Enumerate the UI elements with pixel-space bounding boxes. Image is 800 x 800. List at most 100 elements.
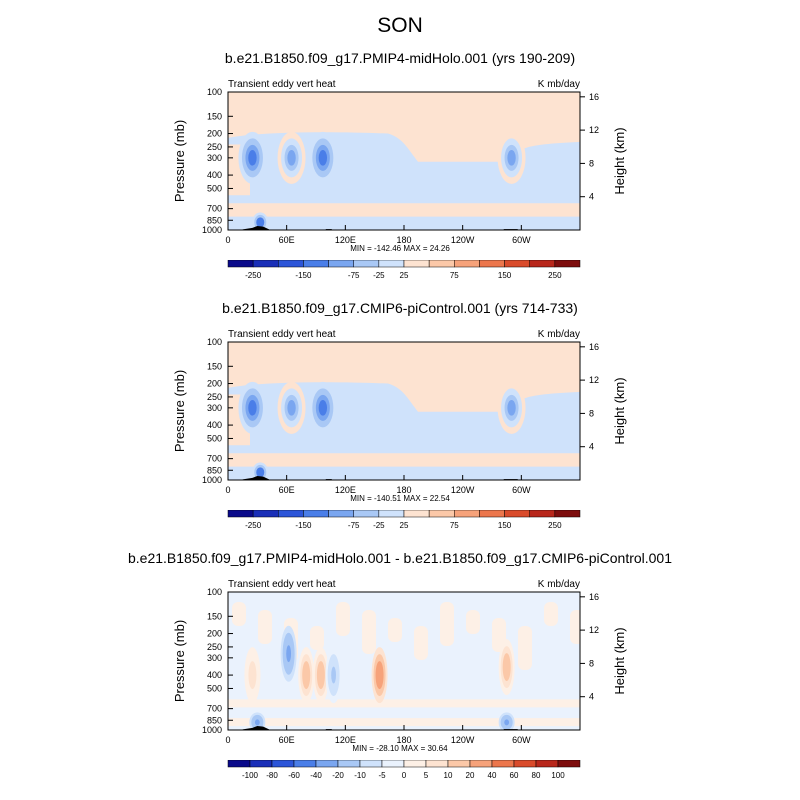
pressure-tick-label: 150 [207, 361, 222, 371]
pressure-tick-label: 700 [207, 704, 222, 714]
colorbar-swatch [403, 510, 430, 518]
colorbar-swatch [293, 760, 317, 768]
colorbar: -250 -150 -75 -25 25 75 150 250 [227, 260, 581, 280]
colorbar-swatch [378, 260, 405, 268]
lon-tick-label: 120E [335, 735, 356, 745]
pressure-tick-label: 700 [207, 454, 222, 464]
region-weak-pos [570, 610, 580, 644]
y-axis-label-right: Height (km) [612, 627, 627, 694]
topography [242, 725, 270, 730]
colorbar-label: 5 [424, 771, 429, 780]
figure-title: SON [377, 14, 423, 37]
pressure-tick-label: 700 [207, 204, 222, 214]
colorbar-label: 60 [510, 771, 519, 780]
pressure-tick-label: 300 [207, 403, 222, 413]
colorbar-swatch [469, 760, 493, 768]
colorbar-swatch [271, 760, 295, 768]
left-label: Transient eddy vert heat [228, 329, 336, 340]
height-tick-label: 8 [589, 158, 594, 168]
colorbar-label: 25 [400, 521, 409, 530]
colorbar-label: 75 [450, 521, 459, 530]
pressure-tick-label: 250 [207, 142, 222, 152]
colorbar: -100 -80 -60 -40 -20 -10 -5 0 5 10 20 40 60 80 100 [227, 760, 581, 780]
colorbar-label: -25 [373, 521, 385, 530]
contour-feature [286, 645, 292, 663]
colorbar-label: -250 [245, 521, 262, 530]
colorbar-swatch [513, 760, 537, 768]
chart-panel-3: b.e21.B1850.f09_g17.PMIP4-midHolo.001 - … [0, 550, 800, 800]
contour-feature [287, 400, 296, 416]
heatmap-plot: Transient eddy vert heat K mb/day 100 150 20… [172, 579, 627, 745]
topography [242, 475, 270, 480]
colorbar-label: 10 [444, 771, 453, 780]
pressure-tick-label: 250 [207, 642, 222, 652]
colorbar-swatch [337, 760, 361, 768]
height-tick-label: 4 [589, 192, 594, 202]
height-tick-label: 12 [589, 125, 599, 135]
contour-feature [504, 658, 510, 676]
pressure-tick-label: 300 [207, 653, 222, 663]
region-weak-pos [258, 610, 272, 644]
contour-feature [248, 400, 257, 416]
lon-tick-label: 120W [451, 485, 475, 495]
colorbar-swatch [378, 510, 405, 518]
colorbar-label: -150 [295, 521, 312, 530]
colorbar-swatch [479, 260, 505, 268]
pressure-tick-label: 200 [207, 629, 222, 639]
colorbar-label: 150 [498, 521, 512, 530]
pressure-tick-label: 1000 [202, 225, 222, 235]
region-weak-pos [440, 602, 454, 646]
colorbar-swatch [278, 510, 304, 518]
colorbar-swatch [428, 510, 455, 518]
region-weak-pos [310, 626, 324, 650]
colorbar-swatch [529, 510, 556, 518]
colorbar-label: 250 [548, 271, 562, 280]
colorbar-swatch [252, 260, 279, 268]
colorbar-swatch [504, 260, 530, 268]
pressure-tick-label: 250 [207, 392, 222, 402]
lon-tick-label: 0 [225, 485, 230, 495]
contour-feature [377, 666, 382, 684]
colorbar-swatch [278, 260, 304, 268]
colorbar-label: 25 [400, 271, 409, 280]
colorbar-swatch [491, 760, 515, 768]
pressure-tick-label: 400 [207, 670, 222, 680]
pressure-tick-label: 1000 [202, 725, 222, 735]
colorbar-swatch [328, 260, 354, 268]
chart-panel-1: b.e21.B1850.f09_g17.PMIP4-midHolo.001 (y… [0, 50, 800, 300]
panel-title: b.e21.B1850.f09_g17.PMIP4-midHolo.001 - … [127, 550, 673, 566]
topography [242, 225, 270, 230]
region-weak-pos [518, 626, 532, 670]
pressure-tick-label: 500 [207, 183, 222, 193]
pressure-tick-label: 400 [207, 420, 222, 430]
height-tick-label: 4 [589, 692, 594, 702]
pressure-tick-label: 100 [207, 87, 222, 97]
colorbar-swatch [454, 510, 480, 518]
y-axis-label: Pressure (mb) [172, 120, 187, 202]
colorbar-label: 250 [548, 521, 562, 530]
contour-feature [318, 400, 328, 416]
contour-feature [507, 150, 516, 166]
colorbar-swatch [227, 510, 254, 518]
colorbar-label: -250 [245, 271, 262, 280]
pressure-tick-label: 300 [207, 153, 222, 163]
height-tick-label: 4 [589, 442, 594, 452]
colorbar-label: 20 [466, 771, 475, 780]
colorbar-swatch [504, 510, 530, 518]
lon-tick-label: 60E [279, 485, 295, 495]
lon-tick-label: 120E [335, 485, 356, 495]
lon-tick-label: 120E [335, 235, 356, 245]
height-tick-label: 12 [589, 375, 599, 385]
right-label: K mb/day [538, 579, 580, 590]
colorbar-swatch [227, 760, 251, 768]
colorbar-label: -10 [354, 771, 366, 780]
min-max-stats: MIN = -142.46 MAX = 24.26 [350, 244, 450, 253]
band-weak-pos [228, 699, 580, 708]
colorbar-swatch [554, 260, 581, 268]
contour-field [228, 592, 580, 730]
colorbar-swatch [353, 510, 380, 518]
contour-feature [250, 666, 255, 684]
colorbar-label: 150 [498, 271, 512, 280]
colorbar-swatch [479, 510, 505, 518]
